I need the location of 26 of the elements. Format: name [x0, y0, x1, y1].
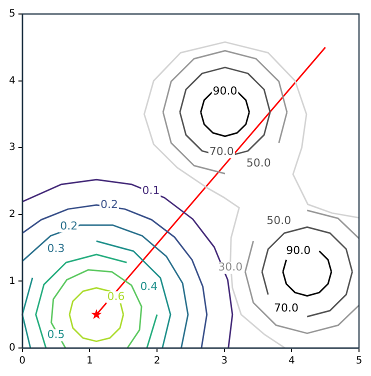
annotation: 70.0 [209, 145, 234, 158]
y-tick-label: 2 [8, 208, 16, 220]
annotation: 50.0 [246, 156, 271, 170]
y-tick-label: 0 [8, 342, 16, 354]
y-tick-label: 5 [8, 8, 16, 20]
y-tick-label: 3 [8, 142, 16, 154]
x-tick-label: 5 [356, 356, 362, 367]
annotation: 50.0 [266, 214, 292, 227]
x-tick-label: 2 [154, 356, 160, 367]
annotation: 70.0 [274, 301, 299, 314]
annotation: 0.4 [140, 280, 158, 294]
annotation: 0.2 [100, 198, 118, 211]
x-tick-label: 4 [288, 356, 295, 367]
annotation: 0.1 [142, 184, 160, 197]
annotation: 0.5 [47, 328, 65, 342]
x-tick-label: 0 [19, 356, 26, 367]
annotation: 90.0 [286, 244, 311, 257]
annotation: 0.6 [107, 290, 125, 304]
y-tick-label: 4 [8, 75, 16, 86]
annotation: 0.2 [60, 219, 78, 232]
annotation: 90.0 [212, 84, 238, 98]
x-tick-label: 1 [86, 356, 93, 367]
x-tick-label: 3 [221, 356, 228, 367]
annotation: 30.0 [218, 260, 243, 274]
y-tick-label: 1 [8, 276, 16, 287]
annotation: 0.3 [47, 242, 65, 255]
